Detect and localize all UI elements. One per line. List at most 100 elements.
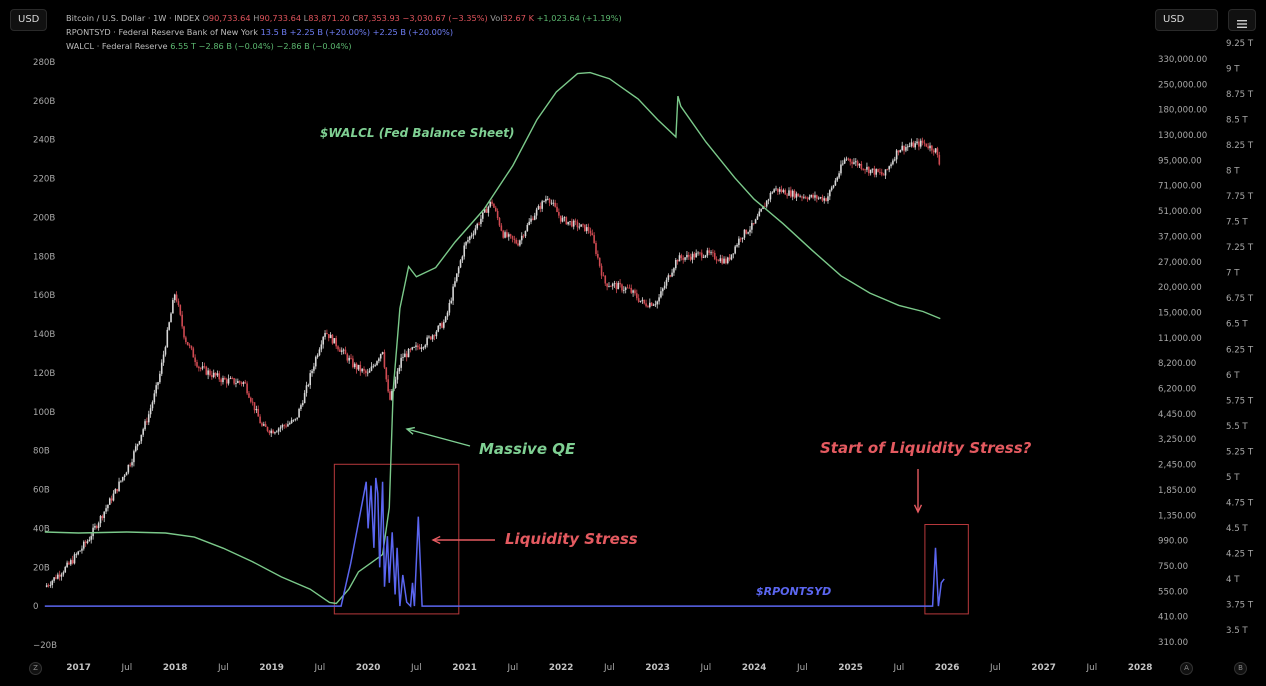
btc-candle-body (363, 368, 365, 371)
btc-candle-body (765, 200, 768, 207)
btc-candle-body (326, 333, 328, 335)
btc-candle-body (238, 381, 241, 383)
btc-candle-body (877, 169, 879, 172)
btc-candle-body (170, 313, 172, 323)
btc-candle-body (381, 352, 384, 354)
btc-candle-body (250, 397, 252, 402)
btc-candle-body (340, 350, 343, 352)
btc-candle-body (263, 424, 265, 426)
btc-candle-body (255, 409, 258, 411)
btc-candle-body (95, 525, 98, 528)
btc-candle-body (780, 189, 783, 193)
btc-candle-body (346, 354, 349, 361)
annotation-walcl: $WALCL (Fed Balance Sheet) (320, 126, 515, 140)
btc-candle-body (481, 212, 484, 219)
btc-candle-body (121, 476, 124, 481)
btc-tick-label: 310.00 (1158, 638, 1188, 648)
btc-candle-body (778, 189, 781, 192)
btc-candle-body (695, 253, 697, 258)
btc-candle-body (225, 379, 228, 384)
btc-candle-body (561, 217, 564, 222)
btc-candle-body (576, 221, 579, 228)
btc-candle-body (626, 287, 629, 289)
left-tick-label: 60B (33, 486, 50, 496)
legend-l-key: L (303, 13, 309, 23)
btc-candle-body (99, 516, 102, 524)
corner-button-left[interactable]: Z (29, 662, 42, 675)
currency-button-right[interactable]: USD (1155, 9, 1218, 31)
btc-candle-body (595, 243, 597, 254)
currency-button-left[interactable]: USD (10, 9, 48, 31)
btc-candle-body (658, 297, 660, 302)
btc-candle-body (246, 383, 248, 394)
btc-candle-body (71, 560, 74, 564)
left-tick-label: 140B (33, 330, 55, 340)
btc-candle-body (160, 362, 163, 374)
btc-candle-body (700, 252, 703, 258)
btc-candle-body (641, 299, 644, 301)
btc-candle-body (90, 536, 93, 540)
btc-candle-body (314, 357, 317, 367)
legend-walcl-name: WALCL · Federal Reserve (66, 41, 168, 51)
btc-candle-body (146, 421, 148, 423)
btc-candle-body (376, 361, 378, 366)
btc-candle-body (502, 230, 504, 238)
btc-tick-label: 130,000.00 (1158, 131, 1207, 141)
btc-candle-body (311, 370, 313, 374)
btc-candle-body (461, 256, 464, 261)
btc-candle-body (810, 194, 813, 197)
btc-candle-body (283, 425, 286, 426)
btc-candle-body (444, 316, 447, 323)
legend-btc-change: −3,030.67 (−3.35%) (402, 13, 488, 23)
btc-candle-body (519, 240, 521, 246)
settings-button[interactable] (1228, 9, 1256, 31)
btc-candle-body (858, 163, 861, 166)
btc-candle-body (678, 255, 681, 262)
btc-candle-body (68, 562, 70, 565)
btc-candle-body (411, 347, 414, 350)
btc-candle-body (123, 475, 126, 477)
btc-candle-body (712, 252, 714, 254)
btc-candle-body (671, 272, 673, 277)
btc-candle-body (728, 257, 731, 260)
legend-vol-val: 32.67 K (502, 13, 534, 23)
btc-candle-body (563, 217, 566, 219)
btc-candle-body (591, 233, 594, 236)
btc-candle-body (240, 382, 243, 385)
btc-candle-body (300, 405, 302, 409)
btc-candle-body (359, 364, 362, 372)
btc-candle-body (157, 382, 159, 386)
btc-candle-body (272, 430, 274, 434)
arrow-massive-qe (406, 428, 471, 447)
liquidity-stress-box (333, 463, 460, 615)
x-tick-label: 2019 (259, 663, 283, 673)
btc-candle-body (339, 349, 341, 352)
btc-candle-body (673, 268, 675, 273)
walcl-tick-label: 3.5 T (1226, 626, 1248, 636)
btc-candle-body (396, 371, 399, 380)
btc-candle-body (149, 408, 152, 415)
arrow-liquidity-stress-head (431, 535, 441, 545)
btc-candle-body (153, 393, 156, 403)
btc-candle-body (882, 174, 885, 176)
corner-button-right[interactable]: B (1234, 662, 1247, 675)
btc-candle-body (175, 294, 178, 302)
btc-candle-body (819, 197, 822, 199)
btc-candle-body (680, 255, 683, 259)
btc-candle-body (275, 431, 278, 433)
btc-candle-body (604, 275, 607, 284)
btc-candle-body (94, 525, 96, 528)
btc-candle-body (589, 230, 592, 234)
btc-candle-body (177, 301, 180, 306)
btc-candle-body (663, 285, 666, 289)
btc-candle-body (294, 418, 297, 420)
btc-candle-body (676, 259, 679, 262)
btc-candle-body (422, 347, 425, 349)
btc-candle-body (706, 250, 709, 256)
corner-button-mid[interactable]: A (1180, 662, 1193, 675)
btc-tick-label: 6,200.00 (1158, 385, 1196, 395)
legend-btc-name: Bitcoin / U.S. Dollar · 1W · INDEX (66, 13, 200, 23)
btc-candle-body (62, 572, 65, 575)
left-tick-label: 100B (33, 408, 55, 418)
